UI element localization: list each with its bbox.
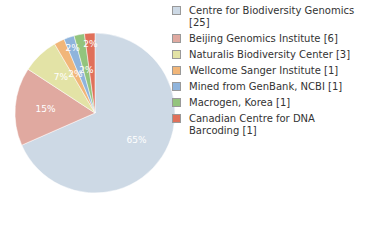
html-text:Canadian Centre for DNA Barcod: Canadian Centre for DNA Barcoding [1] xyxy=(189,113,315,136)
svg-text:7%: 7% xyxy=(54,72,69,82)
html-text:Macrogen, Korea [1]: Macrogen, Korea [1] xyxy=(189,97,291,108)
html-text:Wellcome Sanger Institute [1]: Wellcome Sanger Institute [1] xyxy=(189,65,339,76)
svg-text:2%: 2% xyxy=(79,65,94,75)
svg-text:2%: 2% xyxy=(66,43,81,53)
html-text:Beijing Genomics Institute [6]: Beijing Genomics Institute [6] xyxy=(189,33,338,44)
html-text:Mined from GenBank, NCBI [1]: Mined from GenBank, NCBI [1] xyxy=(189,81,343,92)
svg-text:2%: 2% xyxy=(83,39,98,49)
svg-text:2%: 2% xyxy=(68,68,83,79)
html-text:Naturalis Biodiversity Center: Naturalis Biodiversity Center [3] xyxy=(189,49,351,60)
svg-text:65%: 65% xyxy=(127,135,147,145)
svg-text:15%: 15% xyxy=(36,104,56,114)
html-text:Centre for Biodiversity Genomi: Centre for Biodiversity Genomics [25] xyxy=(189,5,355,28)
